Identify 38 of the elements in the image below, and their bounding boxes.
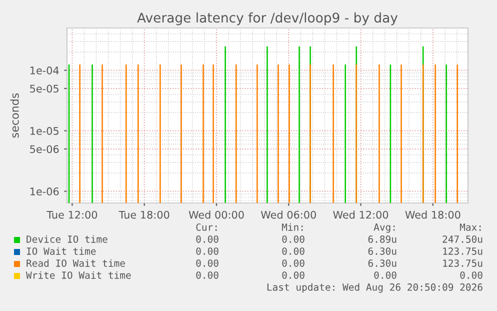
text: 6.30u — [368, 247, 396, 255]
text: 0.00 — [196, 259, 218, 267]
text: 0.00 — [374, 271, 396, 279]
text: 247.50u — [442, 235, 482, 243]
x-tick-label: Wed 18:00 — [405, 210, 460, 219]
x-tick-label: Tue 12:00 — [46, 210, 98, 219]
y-tick-label: 1e-04 — [30, 66, 59, 74]
text: 0.00 — [282, 271, 304, 279]
chart-title: Average latency for /dev/loop9 - by day — [137, 12, 398, 26]
text: 6.89u — [368, 235, 396, 243]
text: 0.00 — [282, 259, 304, 267]
y-axis-title: seconds — [10, 93, 19, 138]
text: Last update: Wed Aug 26 20:50:09 2026 — [267, 283, 482, 293]
legend-label: Write IO Wait time — [26, 271, 131, 279]
x-tick-label: Tue 18:00 — [118, 210, 170, 219]
text: 0.00 — [196, 235, 218, 243]
y-tick-label: 1e-06 — [30, 188, 59, 196]
text: Cur: — [196, 223, 217, 231]
y-tick-label: 1e-05 — [30, 127, 58, 135]
x-tick-label: Wed 06:00 — [260, 210, 316, 219]
legend-label: Read IO Wait time — [26, 259, 125, 267]
legend-label: IO Wait time — [26, 247, 96, 255]
y-tick-label: 5e-05 — [30, 84, 58, 93]
text: 6.30u — [368, 259, 396, 267]
text: 123.75u — [443, 259, 482, 267]
x-tick-label: Wed 00:00 — [188, 210, 244, 219]
text: Avg: — [374, 224, 395, 233]
text: 0.00 — [196, 271, 218, 279]
text: 0.00 — [282, 247, 304, 255]
text: 0.00 — [196, 247, 218, 255]
text: 123.75u — [443, 247, 482, 255]
text: 0.00 — [282, 235, 304, 243]
text: 0.00 — [460, 271, 482, 279]
y-tick-label: 5e-06 — [30, 145, 59, 154]
legend-label: Device IO time — [26, 235, 108, 243]
x-tick-label: Wed 12:00 — [333, 210, 388, 219]
text: Max: — [460, 224, 481, 231]
text: Min: — [282, 223, 303, 231]
